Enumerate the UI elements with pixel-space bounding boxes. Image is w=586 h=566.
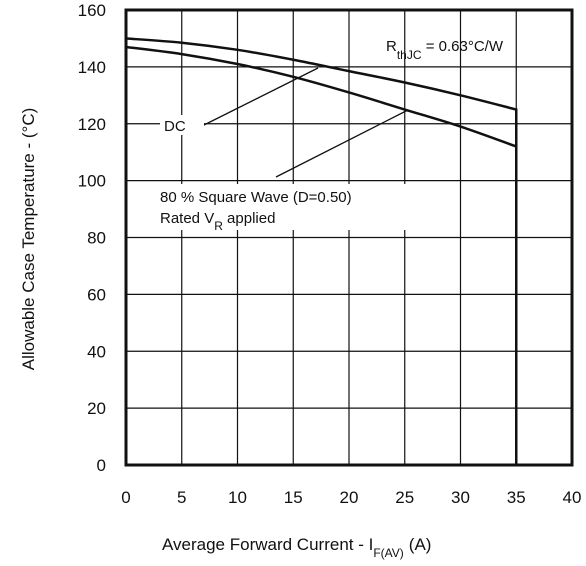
x-tick-label: 0 bbox=[121, 488, 130, 507]
square-wave-curve bbox=[125, 45, 517, 148]
plot-frame bbox=[124, 8, 574, 467]
y-tick-label: 20 bbox=[87, 399, 106, 418]
x-tick-label: 35 bbox=[507, 488, 526, 507]
x-tick-label: 5 bbox=[177, 488, 186, 507]
y-tick-label: 60 bbox=[87, 285, 106, 304]
dc-label-background bbox=[160, 115, 204, 135]
x-tick-label: 15 bbox=[284, 488, 303, 507]
grid bbox=[125, 9, 573, 466]
x-tick-label: 25 bbox=[395, 488, 414, 507]
square-wave-label-line1: 80 % Square Wave (D=0.50) bbox=[160, 189, 352, 206]
y-tick-label: 40 bbox=[87, 342, 106, 361]
y-tick-label: 120 bbox=[78, 115, 106, 134]
square-wave-leader-line bbox=[275, 109, 409, 178]
y-tick-label: 160 bbox=[78, 1, 106, 20]
y-axis-title: Allowable Case Temperature - (°C) bbox=[19, 108, 38, 371]
x-tick-label: 30 bbox=[451, 488, 470, 507]
x-tick-labels: 0 5 10 15 20 25 30 35 40 bbox=[121, 488, 581, 507]
dc-curve bbox=[125, 37, 518, 465]
square-wave-label-line2: Rated VR applied bbox=[160, 210, 275, 233]
dc-label: DC bbox=[164, 118, 186, 135]
rth-annotation: RthJC = 0.63°C/W bbox=[386, 38, 504, 62]
y-tick-label: 0 bbox=[97, 456, 106, 475]
x-tick-label: 10 bbox=[228, 488, 247, 507]
y-tick-label: 140 bbox=[78, 58, 106, 77]
y-tick-label: 80 bbox=[87, 229, 106, 248]
x-tick-label: 40 bbox=[563, 488, 582, 507]
y-tick-label: 100 bbox=[78, 172, 106, 191]
square-wave-label-background bbox=[156, 184, 408, 230]
x-axis-title: Average Forward Current - IF(AV) (A) bbox=[162, 535, 431, 560]
dc-leader-line bbox=[201, 67, 319, 127]
x-tick-label: 20 bbox=[340, 488, 359, 507]
y-tick-labels: 0 20 40 60 80 100 120 140 160 bbox=[78, 1, 106, 475]
